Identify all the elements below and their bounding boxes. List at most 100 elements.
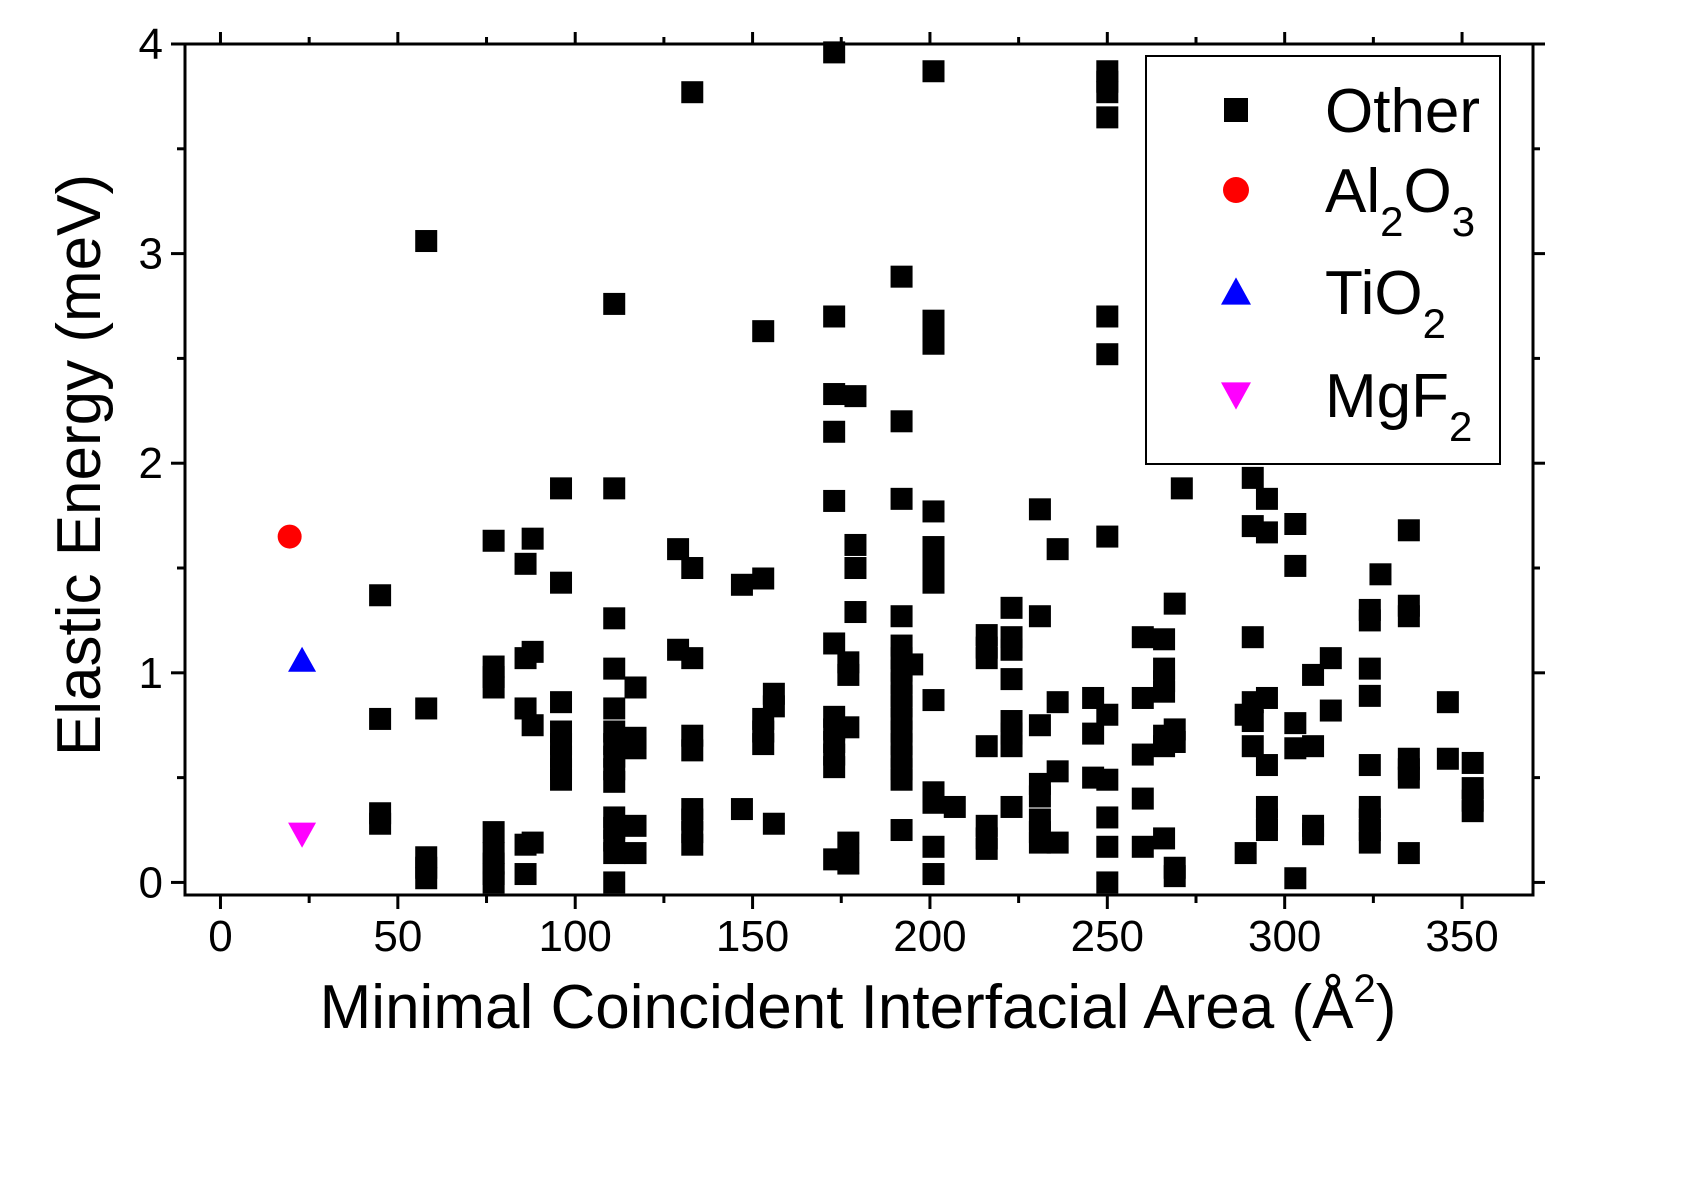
other-point: [1436, 747, 1459, 770]
other-point: [603, 292, 626, 315]
other-point: [514, 697, 537, 720]
other-point: [823, 383, 846, 406]
other-point: [1096, 305, 1119, 328]
other-point: [844, 533, 867, 556]
other-point: [1358, 831, 1381, 854]
other-point: [482, 529, 505, 552]
other-point: [823, 305, 846, 328]
other-point: [624, 737, 647, 760]
other-point: [1358, 684, 1381, 707]
other-point: [1319, 699, 1342, 722]
x-axis-title: Minimal Coincident Interfacial Area (Å2): [320, 967, 1397, 1042]
axis-ticks: [171, 32, 1545, 909]
other-point: [415, 697, 438, 720]
other-point: [823, 41, 846, 64]
other-point: [1284, 712, 1307, 735]
other-point: [752, 567, 775, 590]
other-point: [603, 842, 626, 865]
other-point: [521, 831, 544, 854]
other-point: [1096, 343, 1119, 366]
tick-labels: 0 50 100 150 200 250 300 350 0 1 2 3 4: [139, 20, 1499, 961]
other-point: [1255, 521, 1278, 544]
y-tick-label: 0: [139, 858, 163, 907]
other-point: [1358, 657, 1381, 680]
other-point: [1302, 663, 1325, 686]
other-point: [823, 489, 846, 512]
other-point: [521, 640, 544, 663]
other-point: [1255, 754, 1278, 777]
other-point: [890, 487, 913, 510]
other-point: [1302, 823, 1325, 846]
other-point: [681, 647, 704, 670]
x-axis-title-superscript: 2: [1353, 967, 1375, 1011]
other-point: [521, 527, 544, 550]
al2o3-point: [277, 524, 302, 549]
other-point: [1046, 691, 1069, 714]
other-point: [1028, 498, 1051, 521]
other-point: [624, 842, 647, 865]
y-axis-title: Elastic Energy (meV): [45, 174, 114, 756]
other-point: [624, 814, 647, 837]
legend-marker-mgf2: [1221, 382, 1251, 410]
other-point: [603, 607, 626, 630]
other-point: [681, 557, 704, 580]
other-point: [1241, 466, 1264, 489]
other-point: [1163, 865, 1186, 888]
other-point: [844, 385, 867, 408]
x-tick-label: 200: [893, 912, 966, 961]
x-tick-label: 250: [1071, 912, 1144, 961]
other-point: [901, 653, 924, 676]
other-point: [730, 798, 753, 821]
other-point: [1028, 831, 1051, 854]
other-point: [1000, 735, 1023, 758]
other-point: [922, 60, 945, 83]
other-point: [1397, 766, 1420, 789]
other-point: [1241, 626, 1264, 649]
y-tick-label: 1: [139, 649, 163, 698]
other-point: [681, 739, 704, 762]
other-point: [603, 871, 626, 894]
other-point: [1358, 754, 1381, 777]
other-point: [1028, 785, 1051, 808]
other-point: [1096, 703, 1119, 726]
legend-box: [1145, 55, 1501, 465]
other-point: [890, 605, 913, 628]
plot-frame: [183, 42, 1535, 897]
other-point: [752, 733, 775, 756]
other-point: [514, 552, 537, 575]
other-point: [823, 420, 846, 443]
y-tick-label: 3: [139, 230, 163, 279]
other-point: [1096, 525, 1119, 548]
other-point: [752, 320, 775, 343]
other-point: [922, 863, 945, 886]
other-point: [603, 657, 626, 680]
other-point: [922, 689, 945, 712]
legend-label-tio2: TiO2: [1325, 259, 1446, 347]
other-point: [1000, 668, 1023, 691]
legend: Other Al2O3 TiO2 MgF2: [1145, 55, 1501, 465]
legend-label-other: Other: [1325, 77, 1480, 146]
tio2-point: [288, 646, 317, 672]
other-point: [1131, 626, 1154, 649]
other-point: [1153, 628, 1176, 651]
other-point: [762, 812, 785, 835]
y-tick-label: 2: [139, 439, 163, 488]
other-point: [369, 707, 392, 730]
other-point: [837, 852, 860, 875]
other-point: [975, 647, 998, 670]
legend-marker-tio2: [1221, 277, 1251, 305]
other-point: [1284, 512, 1307, 535]
other-point: [1163, 730, 1186, 753]
other-point: [1000, 596, 1023, 619]
other-point: [681, 81, 704, 104]
legend-marker-al2o3: [1223, 177, 1249, 203]
other-point: [1397, 519, 1420, 542]
other-point: [1082, 686, 1105, 709]
x-tick-label: 50: [373, 912, 422, 961]
other-point: [415, 867, 438, 890]
other-point: [1046, 831, 1069, 854]
other-point: [1096, 768, 1119, 791]
other-point: [1241, 735, 1264, 758]
other-point: [1153, 827, 1176, 850]
other-point: [550, 691, 573, 714]
